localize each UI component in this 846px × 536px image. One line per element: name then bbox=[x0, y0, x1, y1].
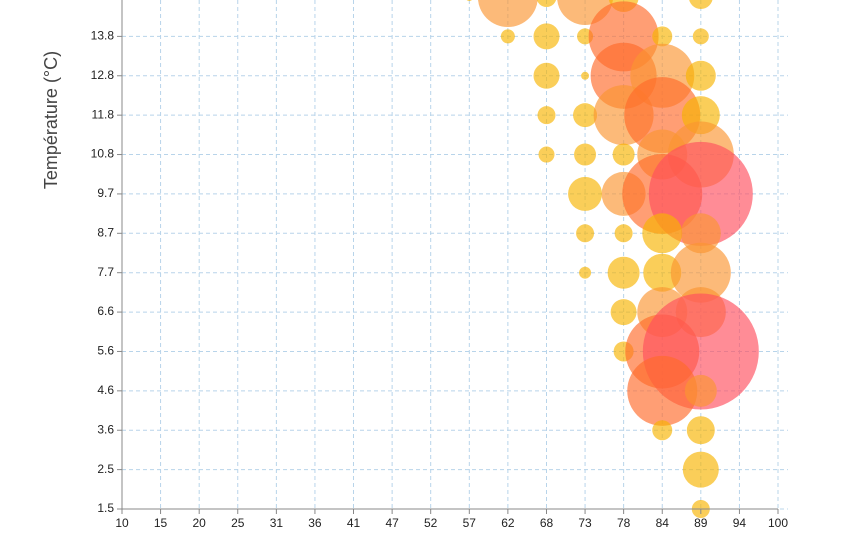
y-tick-label: 10.8 bbox=[91, 147, 115, 161]
y-tick-label: 7.7 bbox=[97, 265, 114, 279]
x-tick-label: 84 bbox=[656, 516, 670, 530]
x-tick-label: 36 bbox=[308, 516, 322, 530]
bubble bbox=[684, 374, 717, 407]
bubble bbox=[627, 355, 698, 426]
bubble bbox=[682, 451, 719, 488]
bubble bbox=[536, 0, 557, 7]
bubble bbox=[652, 420, 673, 441]
bubble bbox=[689, 0, 713, 9]
bubble bbox=[652, 26, 673, 47]
bubble bbox=[568, 176, 603, 211]
x-tick-label: 47 bbox=[385, 516, 399, 530]
y-tick-label: 3.6 bbox=[97, 422, 114, 436]
bubble bbox=[612, 143, 635, 166]
bubble bbox=[610, 299, 637, 326]
bubble bbox=[533, 62, 560, 89]
bubble bbox=[478, 0, 538, 27]
y-tick-label: 13.8 bbox=[91, 29, 115, 43]
bubble bbox=[680, 213, 721, 254]
bubble bbox=[581, 71, 590, 80]
bubble bbox=[574, 143, 597, 166]
x-tick-label: 25 bbox=[231, 516, 245, 530]
bubble bbox=[686, 416, 715, 445]
x-tick-label: 94 bbox=[733, 516, 747, 530]
bubbles bbox=[466, 0, 759, 518]
y-tick-label: 2.5 bbox=[97, 462, 114, 476]
bubble bbox=[685, 60, 716, 91]
bubble bbox=[533, 23, 560, 50]
bubble bbox=[573, 103, 598, 128]
bubble bbox=[670, 242, 731, 303]
x-tick-label: 73 bbox=[578, 516, 592, 530]
x-tick-label: 31 bbox=[270, 516, 284, 530]
x-tick-label: 62 bbox=[501, 516, 515, 530]
x-tick-label: 20 bbox=[193, 516, 207, 530]
y-axis-label: Température (°C) bbox=[41, 51, 61, 189]
x-tick-label: 89 bbox=[694, 516, 708, 530]
axes: 10 15 20 25 31 36 41 47 52 57 62 68 73 78 84 89 94 100 1.5… bbox=[91, 0, 788, 530]
bubble bbox=[579, 266, 592, 279]
x-tick-label: 100 bbox=[768, 516, 788, 530]
x-tick-label: 78 bbox=[617, 516, 631, 530]
x-tick-label: 52 bbox=[424, 516, 438, 530]
x-tick-label: 10 bbox=[115, 516, 129, 530]
y-tick-label: 14.9 bbox=[91, 0, 115, 3]
y-tick-label: 6.6 bbox=[97, 304, 114, 318]
bubble bbox=[576, 224, 595, 243]
bubble bbox=[500, 29, 515, 44]
y-tick-label: 4.6 bbox=[97, 383, 114, 397]
y-tick-label: 8.7 bbox=[97, 225, 114, 239]
bubble bbox=[692, 28, 709, 45]
bubble bbox=[607, 256, 640, 289]
bubble bbox=[537, 106, 556, 125]
x-tick-label: 57 bbox=[463, 516, 477, 530]
bubble bbox=[614, 224, 633, 243]
y-tick-label: 11.8 bbox=[92, 107, 115, 121]
bubble bbox=[642, 213, 683, 254]
x-tick-label: 68 bbox=[540, 516, 554, 530]
x-tick-label: 41 bbox=[347, 516, 361, 530]
bubble bbox=[538, 146, 555, 163]
y-tick-label: 9.7 bbox=[97, 186, 114, 200]
y-tick-label: 5.6 bbox=[97, 344, 114, 358]
y-tick-label: 12.8 bbox=[91, 68, 115, 82]
bubble bbox=[643, 253, 682, 292]
y-tick-label: 1.5 bbox=[97, 501, 114, 515]
x-tick-label: 15 bbox=[154, 516, 168, 530]
bubble bbox=[466, 0, 472, 1]
